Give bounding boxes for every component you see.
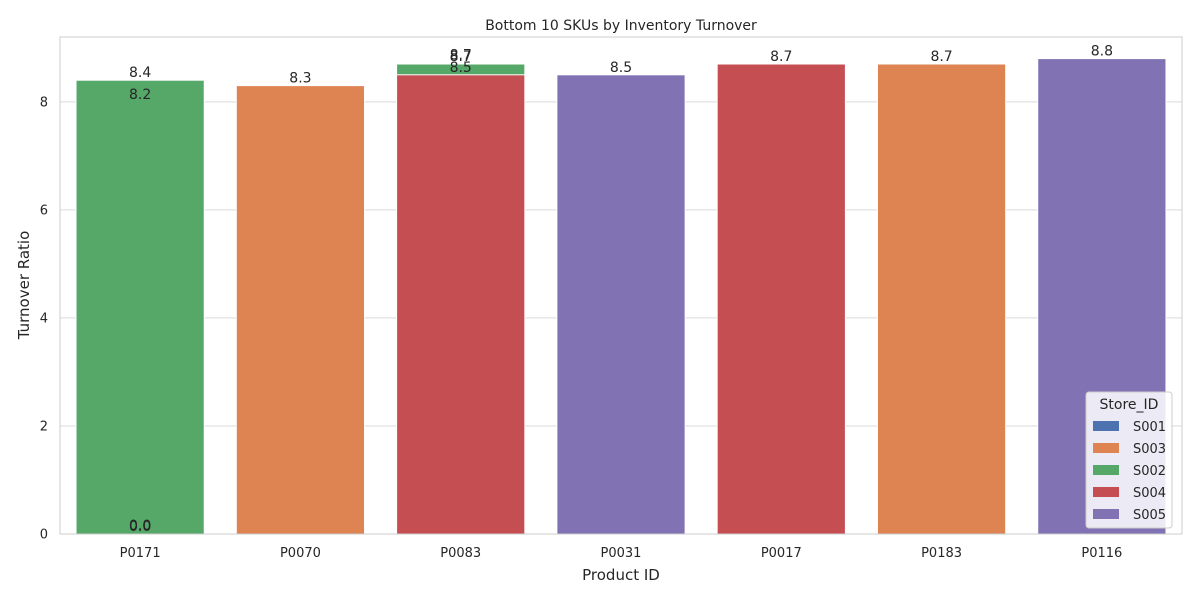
x-axis-label: Product ID bbox=[582, 566, 660, 584]
bar bbox=[75, 79, 205, 535]
bar bbox=[876, 63, 1007, 535]
data-label: 8.5 bbox=[450, 60, 472, 76]
bar bbox=[716, 63, 846, 535]
legend-swatch bbox=[1093, 465, 1119, 475]
legend-swatch bbox=[1093, 443, 1119, 453]
bar bbox=[556, 74, 686, 535]
x-tick-label: P0070 bbox=[280, 546, 321, 561]
x-tick-label: P0083 bbox=[440, 546, 481, 561]
y-axis-label: Turnover Ratio bbox=[15, 231, 33, 341]
data-label: 8.4 bbox=[129, 65, 151, 81]
x-tick-label: P0116 bbox=[1081, 546, 1122, 561]
x-tick-label: P0017 bbox=[761, 546, 802, 561]
x-axis-ticks: P0171 P0070 P0083 P0031 P0017 P0183 P0116 bbox=[120, 546, 1123, 561]
data-label: 0.0 bbox=[129, 518, 151, 534]
legend-label: S002 bbox=[1133, 464, 1166, 479]
data-label: 8.3 bbox=[289, 71, 311, 87]
data-label: 8.7 bbox=[930, 49, 952, 65]
plot-frame bbox=[59, 36, 1183, 535]
x-tick-label: P0031 bbox=[601, 546, 642, 561]
legend-swatch bbox=[1093, 421, 1119, 431]
bars bbox=[75, 58, 1167, 535]
bar bbox=[396, 74, 526, 535]
data-label: 8.7 bbox=[770, 49, 792, 65]
chart-title: Bottom 10 SKUs by Inventory Turnover bbox=[485, 18, 757, 34]
legend-label: S004 bbox=[1133, 486, 1166, 501]
data-label: 8.8 bbox=[1091, 44, 1113, 60]
legend-title: Store_ID bbox=[1100, 397, 1159, 413]
y-tick-label: 2 bbox=[40, 419, 48, 434]
data-label: 0.0 bbox=[129, 519, 151, 535]
y-axis-ticks: 0 2 4 6 8 bbox=[40, 95, 48, 542]
data-labels: 8.48.20.00.00.08.38.78.78.5 8.58.7 8.7 8.8 bbox=[129, 44, 1113, 535]
legend-label: S005 bbox=[1133, 508, 1166, 523]
y-tick-label: 0 bbox=[40, 528, 48, 543]
legend-swatch bbox=[1093, 509, 1119, 519]
data-label: 8.2 bbox=[129, 87, 151, 103]
legend-label: S001 bbox=[1133, 420, 1166, 435]
x-tick-label: P0171 bbox=[120, 546, 161, 561]
y-tick-label: 4 bbox=[40, 311, 48, 326]
bar bbox=[235, 85, 366, 535]
y-tick-label: 6 bbox=[40, 203, 48, 218]
y-tick-label: 8 bbox=[40, 95, 48, 110]
data-label: 8.7 bbox=[450, 49, 472, 65]
legend-entries: S001 S003 S002 S004 S005 bbox=[1093, 420, 1166, 523]
legend: Store_ID S001 S003 S002 S004 S005 bbox=[1085, 391, 1173, 529]
data-label: 0.0 bbox=[129, 518, 151, 534]
x-tick-label: P0183 bbox=[921, 546, 962, 561]
data-label: 8.5 bbox=[610, 60, 632, 76]
data-label: 8.7 bbox=[450, 48, 472, 64]
legend-swatch bbox=[1093, 487, 1119, 497]
legend-label: S003 bbox=[1133, 442, 1166, 457]
